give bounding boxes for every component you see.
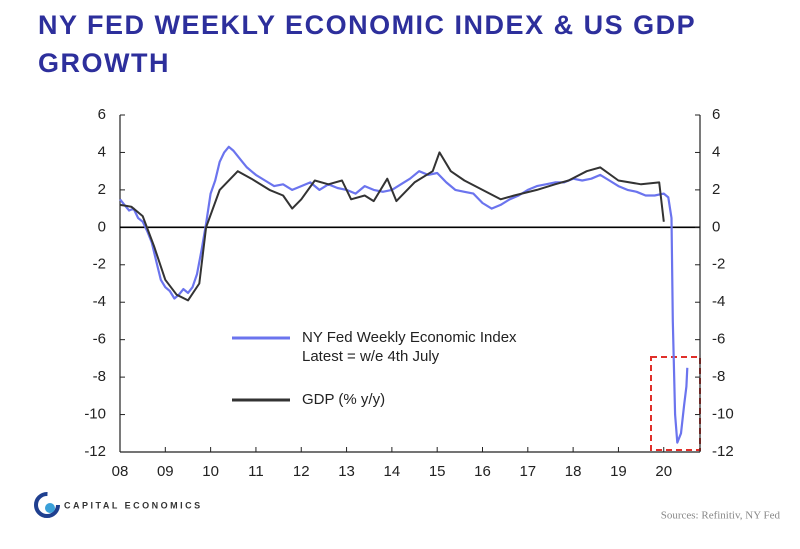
y2-tick-label: -8 xyxy=(712,368,725,385)
y2-tick-label: -6 xyxy=(712,331,725,348)
source: Sources: Refinitiv, NY Fed xyxy=(661,510,781,522)
logo-mark xyxy=(34,492,60,518)
y-tick-label: 4 xyxy=(98,143,106,160)
x-tick-label: 08 xyxy=(112,463,129,480)
y-tick-label: -6 xyxy=(93,331,106,348)
logo-mark xyxy=(45,503,55,513)
y2-tick-label: 4 xyxy=(712,143,720,160)
x-tick-label: 20 xyxy=(655,463,672,480)
legend-label: GDP (% y/y) xyxy=(302,391,385,408)
x-tick-label: 14 xyxy=(384,463,401,480)
y-tick-label: -2 xyxy=(93,256,106,273)
x-tick-label: 11 xyxy=(248,463,264,480)
y2-tick-label: 0 xyxy=(712,218,720,235)
x-tick-label: 10 xyxy=(202,463,219,480)
legend-note: Latest = w/e 4th July xyxy=(302,348,440,365)
x-tick-label: 13 xyxy=(338,463,355,480)
y-tick-label: 0 xyxy=(98,218,106,235)
y-tick-label: 6 xyxy=(98,106,106,123)
y-tick-label: -8 xyxy=(93,368,106,385)
x-tick-label: 16 xyxy=(474,463,491,480)
chart-title: NY FED WEEKLY ECONOMIC INDEX & US GDP GR… xyxy=(38,10,696,78)
series-line xyxy=(119,151,665,302)
series-line xyxy=(119,145,689,444)
y2-tick-label: 6 xyxy=(712,106,720,123)
y-tick-label: 2 xyxy=(98,181,106,198)
y2-tick-label: 2 xyxy=(712,181,720,198)
x-tick-label: 19 xyxy=(610,463,627,480)
x-tick-label: 17 xyxy=(519,463,536,480)
x-tick-label: 09 xyxy=(157,463,174,480)
y-tick-label: -10 xyxy=(84,406,106,423)
legend-label: NY Fed Weekly Economic Index xyxy=(302,329,517,346)
x-tick-label: 18 xyxy=(565,463,582,480)
y2-tick-label: -12 xyxy=(712,443,734,460)
logo xyxy=(34,492,60,518)
y2-tick-label: -4 xyxy=(712,293,725,310)
y-tick-label: -12 xyxy=(84,443,106,460)
y2-tick-label: -2 xyxy=(712,256,725,273)
x-tick-label: 15 xyxy=(429,463,446,480)
brand: CAPITAL ECONOMICS xyxy=(64,500,203,510)
y-tick-label: -4 xyxy=(93,293,106,310)
x-tick-label: 12 xyxy=(293,463,310,480)
y2-tick-label: -10 xyxy=(712,406,734,423)
